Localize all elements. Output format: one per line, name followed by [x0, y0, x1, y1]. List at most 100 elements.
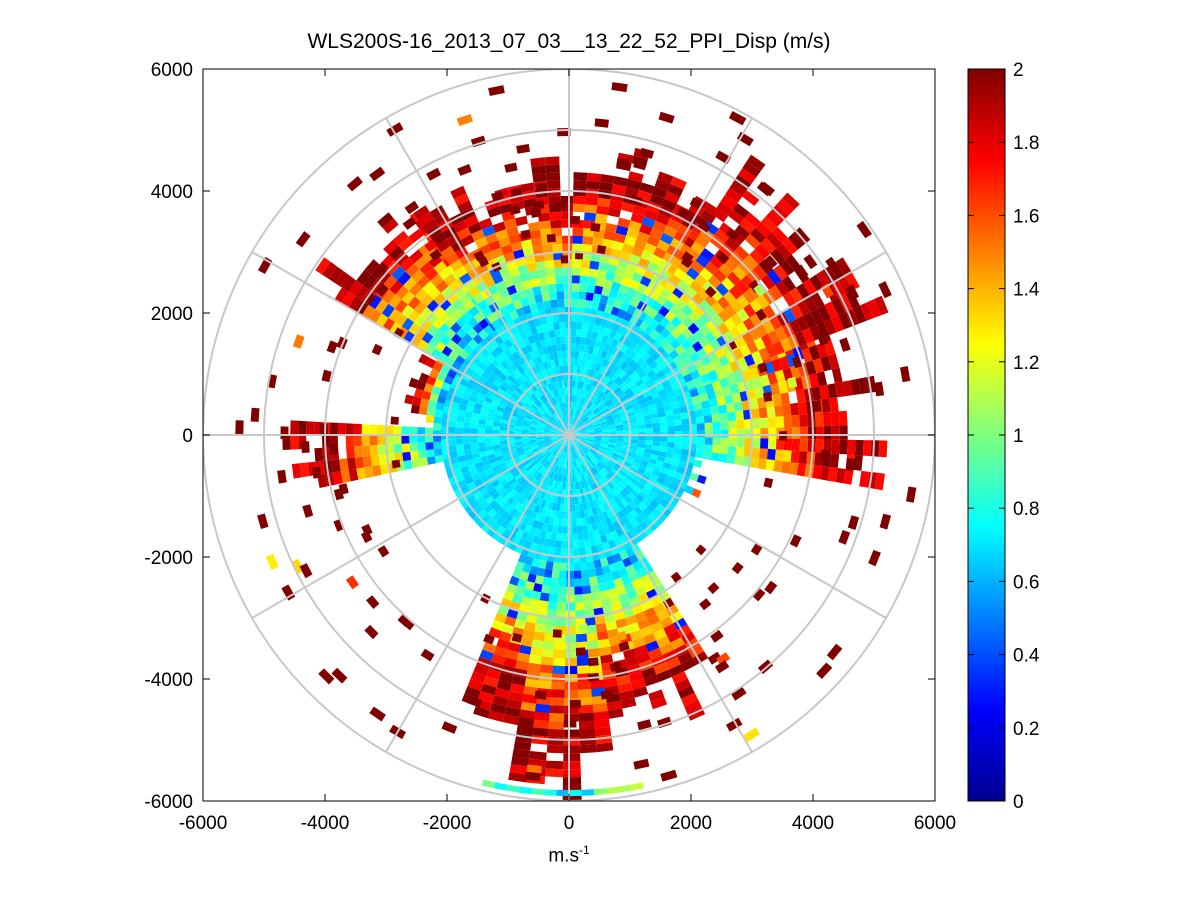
near-field-cell: [521, 429, 529, 433]
near-field-cell: [532, 519, 540, 529]
sector-cell: [696, 443, 705, 452]
sector-cell: [546, 744, 564, 754]
scatter-cell: [331, 667, 348, 684]
sector-cell: [579, 728, 596, 738]
sector-cell: [337, 422, 346, 435]
sector-cell: [586, 560, 595, 570]
sector-cell: [425, 357, 437, 369]
scatter-cell: [441, 721, 458, 734]
near-field-cell: [587, 493, 593, 502]
sector-cell: [747, 388, 757, 400]
sector-cell: [751, 447, 761, 459]
x-tick-label: -4000: [301, 813, 350, 834]
sector-cell: [585, 616, 596, 626]
scatter-cell: [369, 166, 386, 182]
near-field-cell: [514, 439, 522, 443]
sector-cell: [347, 457, 357, 470]
sector-cell: [545, 617, 557, 627]
near-field-cell: [561, 410, 565, 418]
near-field-cell: [539, 446, 547, 451]
sector-cell: [660, 287, 673, 300]
sector-cell: [831, 297, 846, 316]
far-arc-cell: [543, 789, 557, 796]
near-field-cell: [566, 438, 569, 446]
near-field-cell: [574, 380, 579, 389]
scatter-cell: [563, 719, 577, 728]
near-field-cell: [459, 398, 469, 406]
sector-cell: [668, 349, 680, 360]
near-field-cell: [508, 488, 517, 497]
sector-cell: [541, 584, 551, 594]
sector-cell: [604, 613, 616, 623]
near-field-cell: [578, 427, 586, 431]
sector-cell: [579, 720, 595, 730]
near-field-cell: [544, 353, 551, 362]
near-field-cell: [522, 442, 530, 447]
near-field-cell: [589, 394, 596, 402]
sector-cell: [448, 280, 462, 293]
near-field-cell: [495, 354, 505, 364]
sector-cell: [815, 412, 824, 427]
near-field-cell: [590, 354, 597, 363]
near-field-cell: [591, 457, 599, 464]
near-field-cell: [569, 438, 572, 446]
near-field-cell: [529, 441, 537, 445]
near-field-cell: [522, 515, 531, 525]
near-field-cell: [582, 382, 587, 390]
near-field-cell: [668, 376, 678, 386]
near-field-cell: [637, 420, 646, 426]
sector-cell: [577, 689, 592, 698]
sector-cell: [515, 660, 529, 671]
scatter-cell: [752, 588, 766, 602]
near-field-cell: [449, 450, 458, 458]
sector-cell: [552, 665, 565, 675]
scatter-cell: [879, 513, 891, 530]
sector-cell: [579, 275, 589, 285]
near-field-cell: [589, 500, 596, 509]
sector-cell: [426, 407, 436, 417]
near-field-cell: [673, 413, 682, 421]
near-field-cell: [636, 467, 646, 475]
sector-cell: [711, 327, 723, 340]
near-field-cell: [521, 426, 530, 431]
near-field-cell: [612, 477, 620, 485]
sector-cell: [652, 186, 668, 199]
sector-cell: [463, 344, 474, 355]
near-field-cell: [587, 436, 595, 439]
near-field-cell: [499, 437, 507, 442]
sector-cell: [491, 319, 502, 331]
sector-cell: [506, 608, 519, 620]
near-field-cell: [516, 417, 524, 422]
near-field-cell: [512, 470, 520, 478]
sector-cell: [613, 176, 629, 187]
near-field-cell: [539, 491, 546, 500]
sector-cell: [639, 311, 650, 323]
sector-cell: [859, 302, 874, 321]
scatter-cell: [845, 284, 860, 301]
sector-cell: [534, 575, 544, 585]
near-field-cell: [662, 479, 672, 489]
near-field-cell: [624, 404, 633, 411]
sector-cell: [553, 251, 563, 260]
sector-cell: [314, 447, 324, 462]
sector-cell: [603, 230, 616, 241]
near-field-cell: [584, 471, 590, 479]
near-field-cell: [546, 524, 554, 533]
near-field-cell: [559, 403, 563, 411]
sector-cell: [735, 410, 744, 421]
near-field-cell: [522, 460, 530, 467]
sector-cell: [644, 324, 655, 336]
sector-cell: [715, 282, 729, 297]
near-field-cell: [479, 500, 489, 510]
near-field-cell: [600, 350, 608, 359]
near-field-cell: [571, 387, 575, 395]
scatter-cell: [670, 571, 682, 583]
sector-cell: [399, 257, 415, 272]
near-field-cell: [581, 448, 587, 455]
near-field-cell: [674, 425, 683, 432]
near-field-cell: [617, 510, 626, 519]
near-field-cell: [572, 417, 575, 425]
sector-cell: [692, 651, 709, 665]
sector-cell: [516, 725, 534, 736]
sector-cell: [394, 299, 408, 314]
